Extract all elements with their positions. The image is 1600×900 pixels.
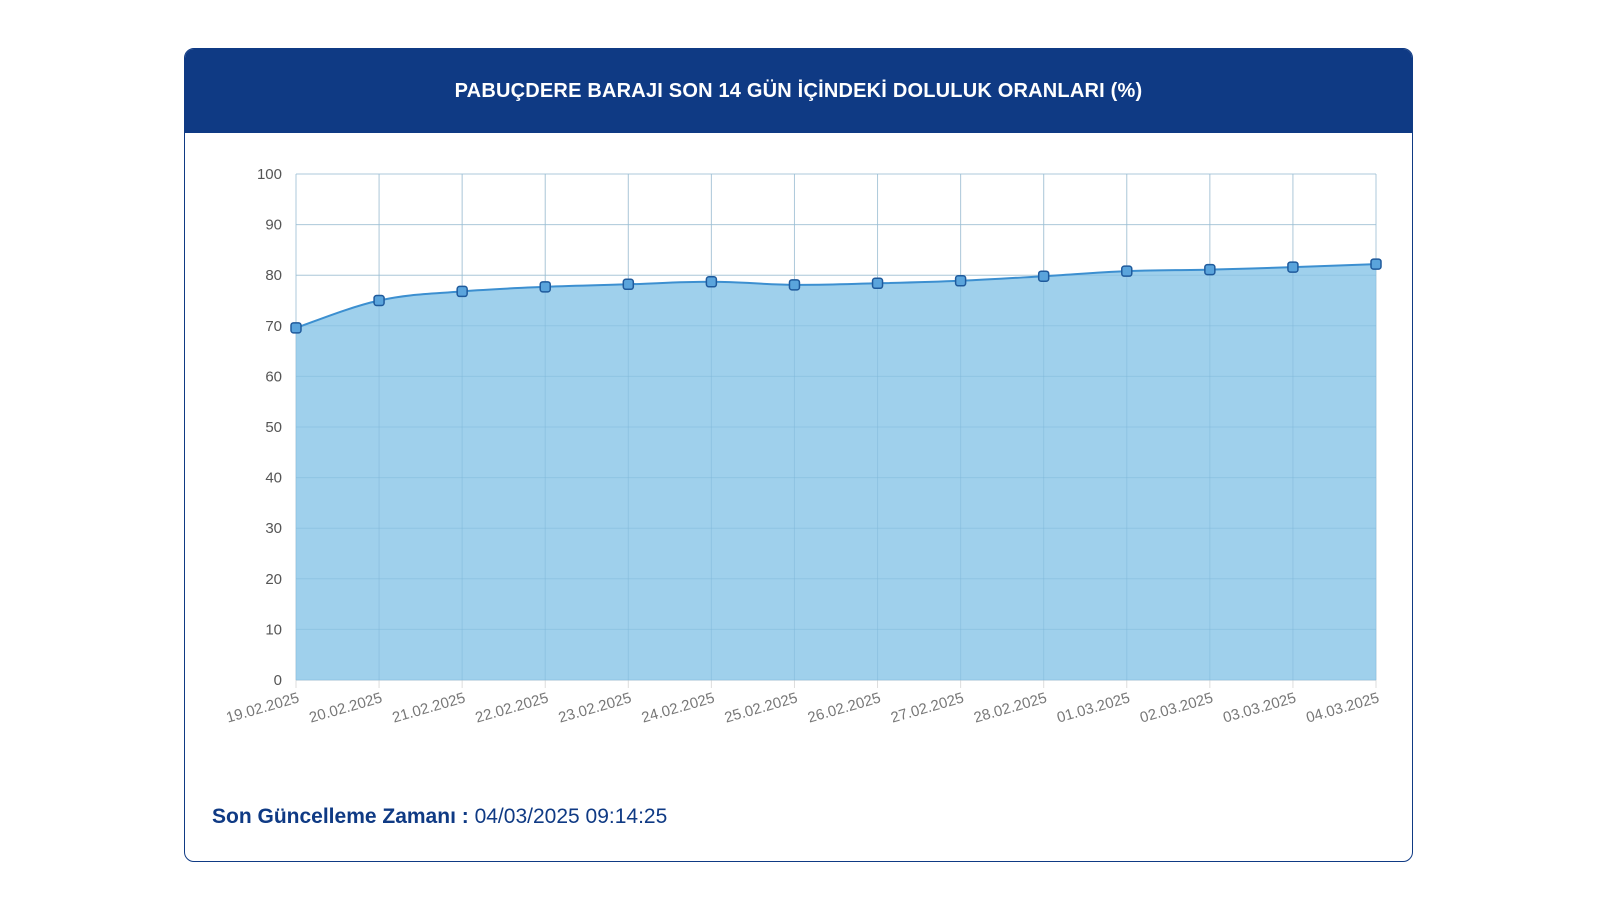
last-update-value: 04/03/2025 09:14:25 <box>474 805 668 828</box>
chart-title-bar: PABUÇDERE BARAJI SON 14 GÜN İÇİNDEKİ DOL… <box>185 49 1412 133</box>
chart-card: PABUÇDERE BARAJI SON 14 GÜN İÇİNDEKİ DOL… <box>184 48 1413 862</box>
chart-title: PABUÇDERE BARAJI SON 14 GÜN İÇİNDEKİ DOL… <box>454 79 1143 102</box>
last-update: Son Güncelleme Zamanı : 04/03/2025 09:14… <box>212 805 667 829</box>
last-update-label: Son Güncelleme Zamanı : <box>212 805 469 828</box>
